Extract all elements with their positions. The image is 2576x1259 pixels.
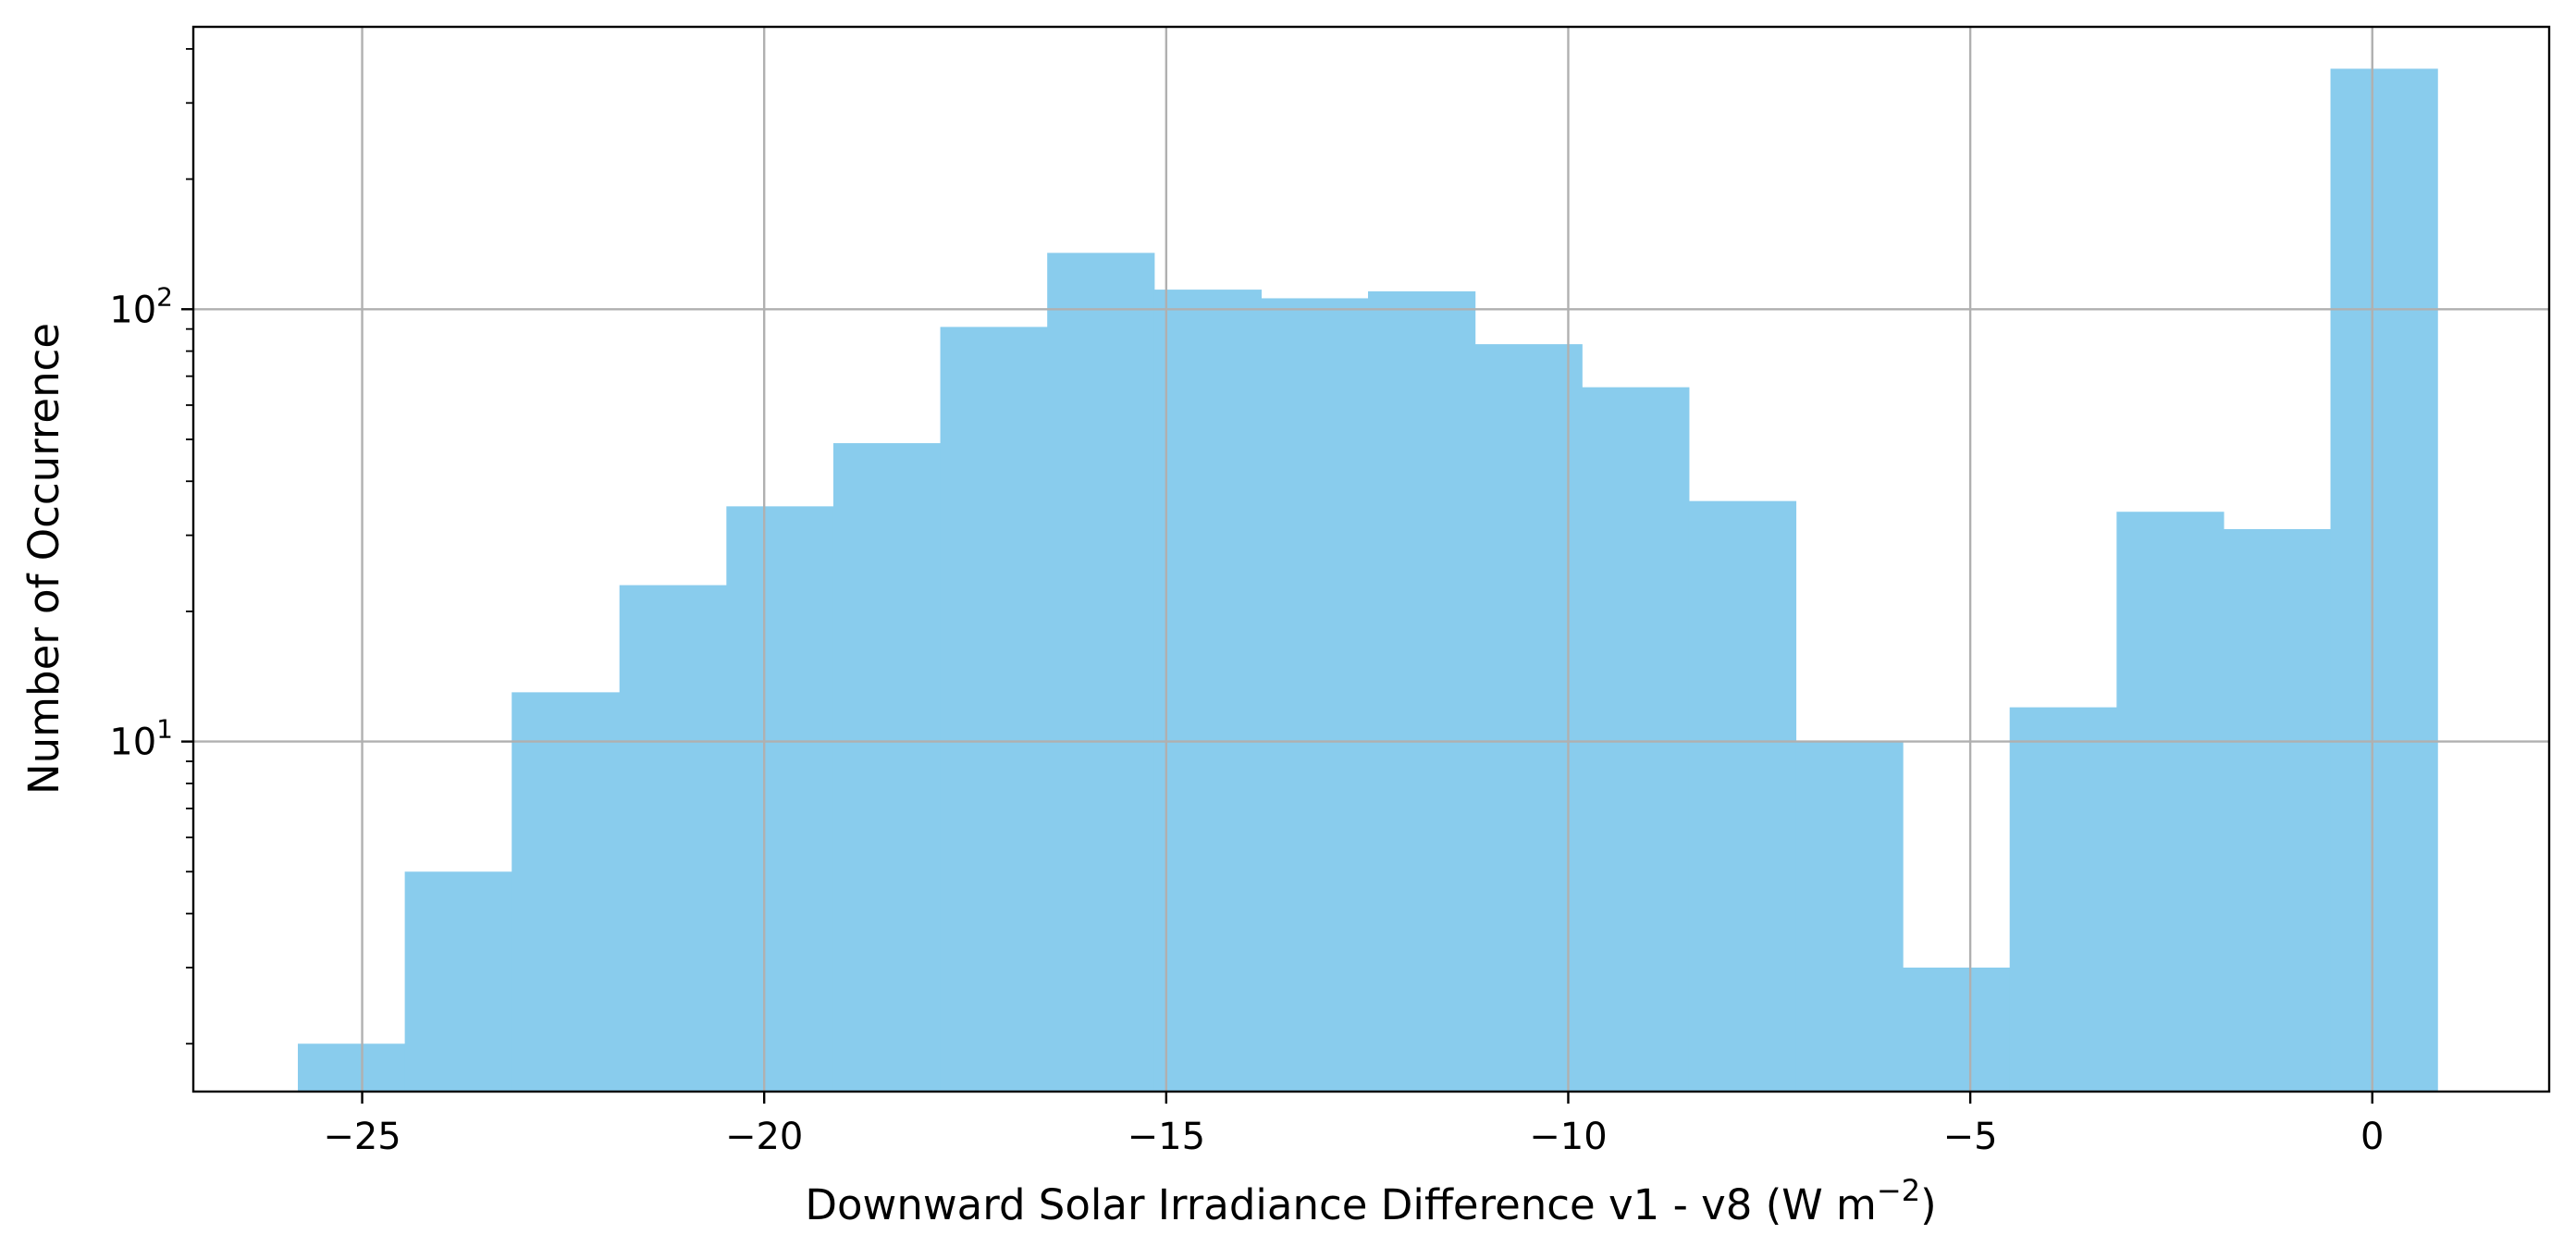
x-tick-labels: −25 −20 −15 −10 −5 0: [323, 1116, 2384, 1158]
histogram-bar: [832, 443, 942, 1092]
histogram-bar: [726, 506, 834, 1092]
y-tick-label: 102: [109, 281, 173, 331]
x-tick-label: −20: [725, 1116, 803, 1158]
histogram-bar: [2223, 528, 2332, 1092]
histogram-bar: [1474, 344, 1583, 1092]
x-tick-label: −5: [1943, 1116, 1998, 1158]
x-tick-label: −25: [323, 1116, 401, 1158]
histogram-bar: [298, 1043, 406, 1092]
histogram-bar: [1688, 500, 1797, 1092]
histogram-bar: [1903, 967, 2011, 1092]
x-tick-label: −10: [1529, 1116, 1607, 1158]
histogram-bar: [619, 585, 727, 1092]
histogram-bar: [1582, 387, 1690, 1092]
y-tick-label: 101: [109, 714, 173, 764]
histogram-bar: [2116, 512, 2225, 1092]
plot-frame: [191, 25, 2551, 1093]
histogram-bar: [404, 871, 512, 1092]
histogram-bar: [2330, 68, 2438, 1092]
x-axis-label: Downward Solar Irradiance Difference v1 …: [805, 1173, 1936, 1229]
histogram-bar: [1153, 290, 1262, 1092]
grid-lines: [193, 27, 2549, 1092]
x-tick-label: −15: [1128, 1116, 1205, 1158]
y-axis-label: Number of Occurrence: [19, 323, 68, 795]
axis-ticks: [181, 48, 2373, 1104]
histogram-bar: [2009, 707, 2117, 1092]
histogram-bar: [1261, 298, 1369, 1092]
histogram-bar: [512, 692, 621, 1092]
histogram-bar: [1795, 741, 1904, 1092]
y-tick-labels: 101 102: [109, 281, 173, 763]
histogram-bar: [940, 327, 1048, 1092]
x-tick-label: 0: [2360, 1116, 2384, 1158]
bars-layer: [298, 68, 2438, 1092]
histogram-bar: [1047, 253, 1155, 1092]
histogram-bar: [1368, 290, 1476, 1092]
